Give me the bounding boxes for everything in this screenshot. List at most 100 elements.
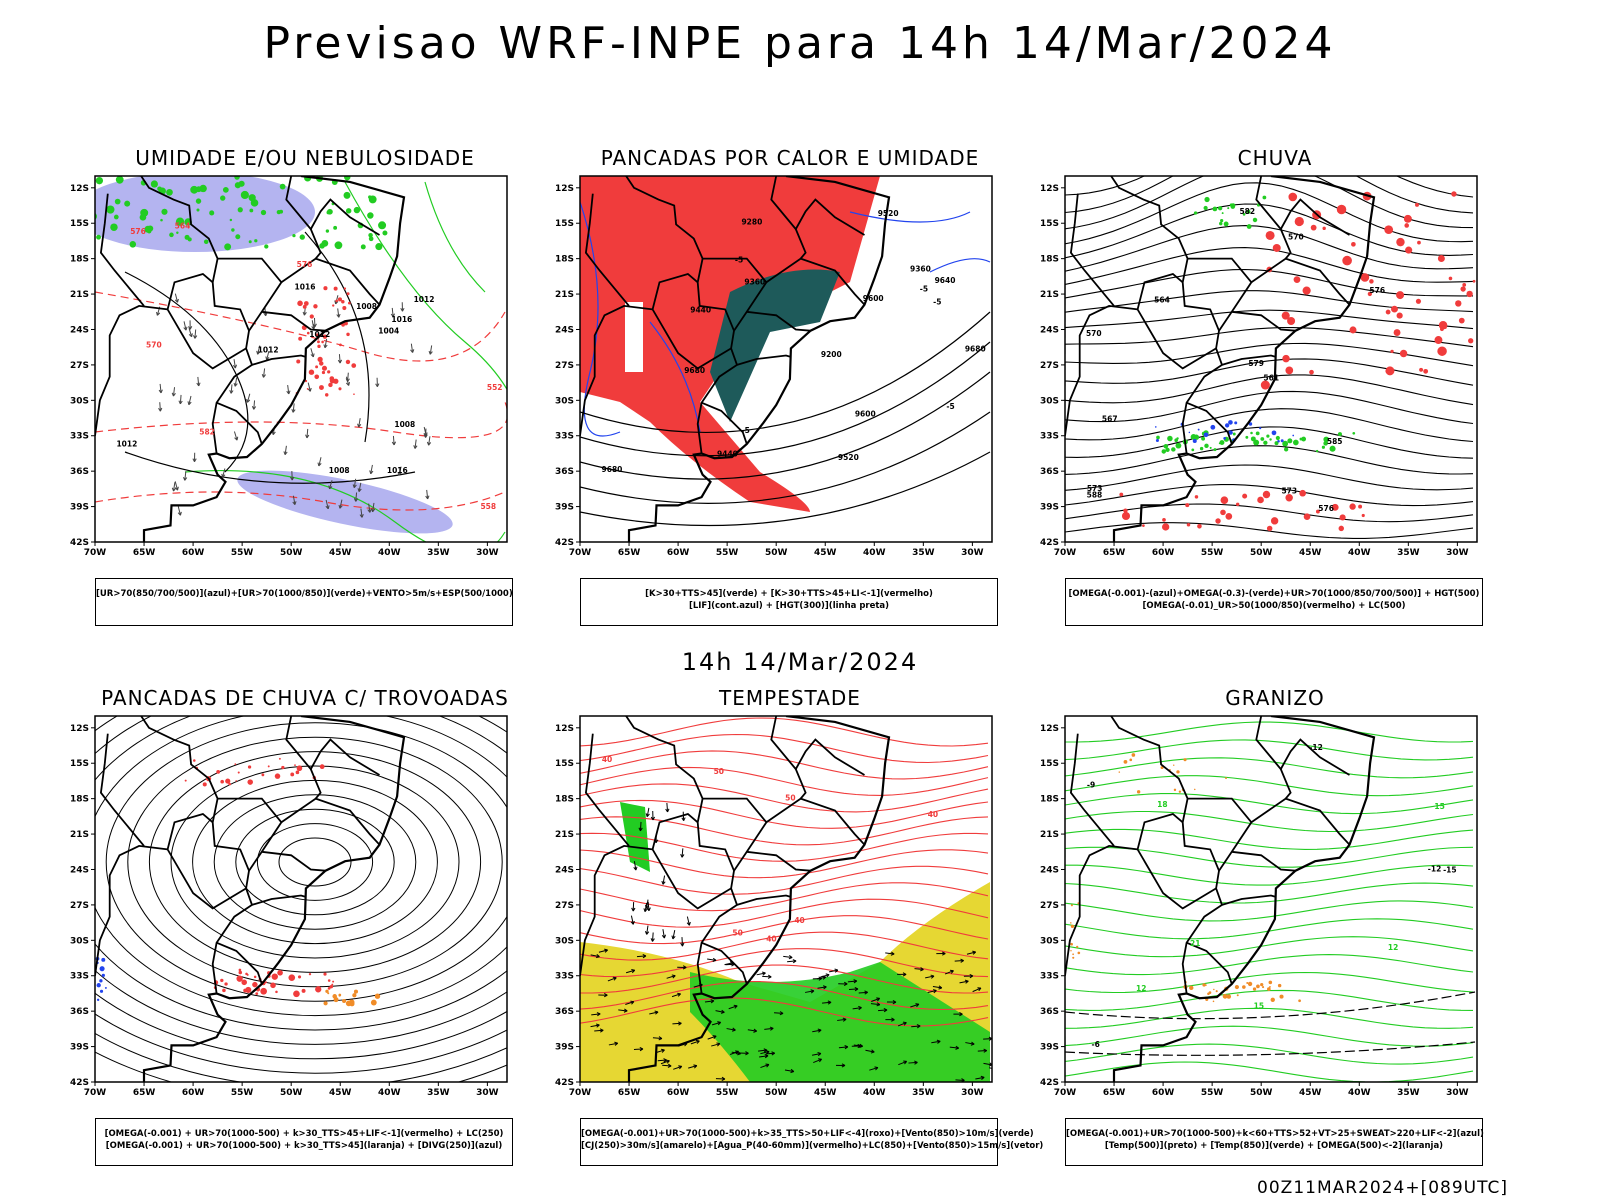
streamline [1065,268,1473,306]
contour-red [95,291,506,362]
contour-label: 1008 [394,420,415,429]
humidity-dot [343,191,351,199]
wind-arrow [306,428,309,438]
map-field: 1012 1012 1012 1012 1008 1008 1016 1016 1008 1004… [95,176,507,542]
omega-orange [1070,904,1073,907]
border [1110,176,1224,454]
storm-red [253,975,257,979]
red-mark [351,363,357,368]
contour-label: 576 [1318,504,1334,513]
wind-arrow [156,311,161,316]
wind-vector [711,1021,721,1026]
contour-label: 564 [1154,295,1170,304]
lat-tick-label: 36S [70,467,89,477]
water-contour [580,832,989,862]
wind-vector [910,1003,920,1008]
map-frame [579,175,993,543]
rain-green [1217,206,1223,211]
wind-vector [671,993,681,998]
omega-orange [1225,777,1227,780]
wind-vector [631,969,636,974]
humidity-dot [220,195,226,201]
contour-label: 9520 [878,209,899,218]
omega-orange [1262,986,1265,989]
wind-arrow [188,328,193,337]
omega-orange [1070,942,1073,946]
omega-orange [1194,788,1196,791]
lat-tick-label: 18S [555,795,574,805]
lon-tick-label: 55W [716,1088,739,1098]
red-mark [321,365,328,371]
contour-label: 576 [297,260,313,269]
omega-orange [1070,922,1072,924]
wind-vector [817,986,827,989]
omega-orange [1236,994,1239,997]
storm-orange [323,1001,328,1006]
rain-red [1342,255,1352,266]
streamline [1065,484,1474,507]
lon-tick-label: 35W [1397,548,1420,558]
rain-green [1263,440,1268,445]
humidity-dot [360,244,366,250]
instability-green [710,269,840,422]
map-frame [1064,715,1478,1083]
rain-blue [1203,432,1209,438]
panel-legend: [UR>70(850/700/500)](azul)+[UR>70(1000/8… [95,578,513,626]
humidity-dot [115,176,124,184]
lon-tick-label: 40W [378,548,401,558]
rain-green [1315,449,1319,453]
legend-line-1: [OMEGA(-0.001)+UR>70(1000-500)+k<60+TTS>… [1066,1129,1484,1139]
humidity-dot [333,225,338,230]
wind-vector [645,813,650,818]
rain-green [1246,209,1251,214]
storm-orange [374,993,381,999]
wind-vector [977,987,982,992]
wind-arrow [345,381,351,386]
lon-tick-label: 45W [329,1088,352,1098]
wind-vector [671,974,676,979]
streamline [127,736,503,988]
red-mark [346,292,350,296]
wind-vector [712,957,717,963]
lat-tick-label: 33S [70,972,89,982]
contour-label: 9440 [690,306,711,315]
wind-vector [804,990,815,993]
wind-vector [661,1048,665,1053]
lon-tick-label: 70W [569,1088,592,1098]
lon-tick-label: 45W [814,1088,837,1098]
contour-label: 21 [1190,939,1200,948]
storm-red [288,974,296,981]
wind-vector [633,861,637,871]
wind-arrow [375,383,380,387]
streamline [1065,176,1474,214]
lat-tick-label: 12S [70,724,89,734]
streamline [95,1013,507,1074]
wind-arrow [266,351,270,360]
contour-label: 9600 [855,409,876,418]
water-contour [580,750,989,780]
contour-label: 558 [480,502,496,511]
omega-orange [1189,985,1194,991]
red-mark [328,382,333,388]
wind-vector [784,1069,794,1072]
wind-vector [682,965,687,970]
wind-vector [608,1042,618,1046]
storm-red [267,765,270,768]
border [1279,228,1292,260]
border [285,176,380,236]
contour-label: 40 [602,755,612,764]
wind-arrow [283,451,288,455]
temp850-contour [1065,864,1474,886]
wind-vector [955,1045,960,1050]
rain-green [1229,203,1234,207]
rain-green [1282,440,1289,447]
omega-orange [1256,984,1260,989]
rain-blue [1224,423,1230,428]
rain-red [1462,283,1467,287]
contour-label: 9440 [717,450,738,459]
rain-red [1194,495,1199,499]
border [1065,844,1138,976]
omega-orange [1213,988,1215,991]
water-contour [580,915,989,945]
wind-vector [883,1008,888,1013]
